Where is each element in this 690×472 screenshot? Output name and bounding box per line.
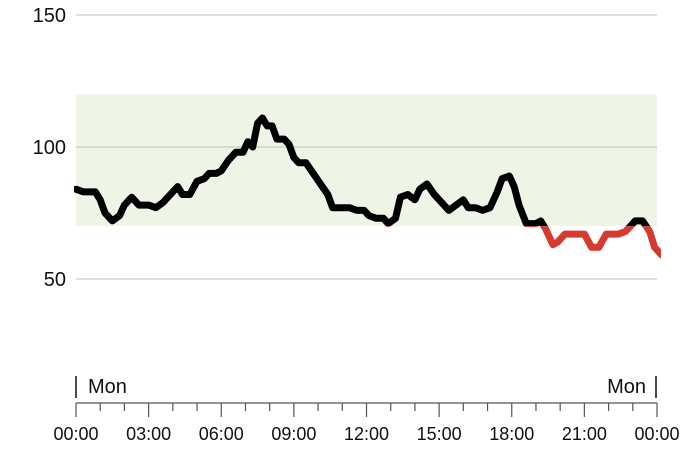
- series-lines: [74, 114, 661, 259]
- x-axis: 00:00 03:00 06:00 09:00 12:00 15:00 18:00 21:00…: [53, 376, 680, 444]
- x-tick-label: 00:00: [53, 424, 98, 444]
- below-range-segment: [385, 226, 661, 259]
- in-range-segment: [74, 114, 651, 227]
- x-tick-label: 18:00: [489, 424, 534, 444]
- day-end-label: Mon: [607, 376, 646, 398]
- x-tick-label: 09:00: [271, 424, 316, 444]
- x-tick-label: 03:00: [126, 424, 171, 444]
- y-axis-labels: 150 100 50: [33, 5, 66, 291]
- x-tick-label: 00:00: [634, 424, 679, 444]
- gridlines: [76, 14, 657, 280]
- x-tick-label: 06:00: [199, 424, 244, 444]
- target-range-band: [76, 94, 657, 227]
- y-tick-label: 50: [44, 269, 66, 291]
- series-line-below-range: [385, 226, 661, 259]
- y-tick-label: 150: [33, 5, 66, 27]
- x-tick-label: 15:00: [417, 424, 462, 444]
- x-tick-label: 21:00: [562, 424, 607, 444]
- plot-area: [74, 114, 661, 259]
- day-start-label: Mon: [88, 376, 127, 398]
- series-line-in-range: [74, 114, 651, 227]
- y-tick-label: 100: [33, 137, 66, 159]
- x-tick-label: 12:00: [344, 424, 389, 444]
